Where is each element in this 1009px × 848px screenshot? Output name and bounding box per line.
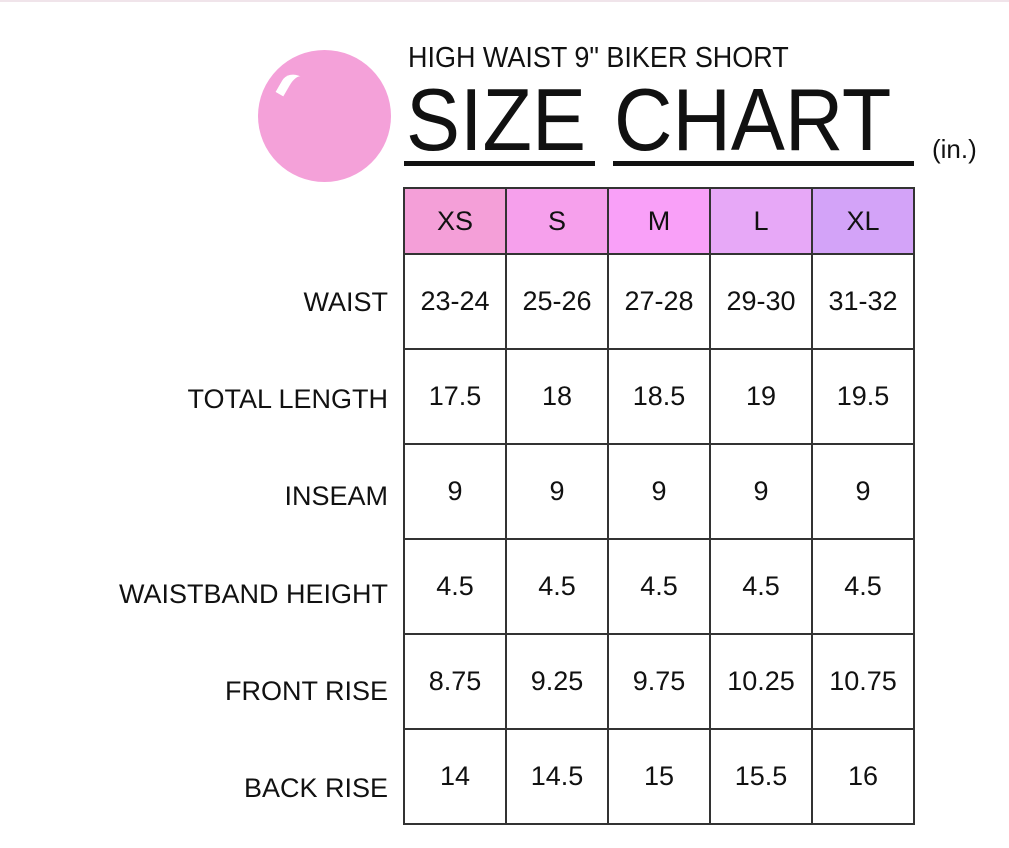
row-label: INSEAM xyxy=(284,481,388,512)
table-cell: 23-24 xyxy=(403,253,507,350)
table-cell: 25-26 xyxy=(505,253,609,350)
size-header-xs: XS xyxy=(403,187,507,255)
table-cell: 9.25 xyxy=(505,633,609,730)
table-cell: 15.5 xyxy=(709,728,813,825)
table-row: 14 14.5 15 15.5 16 xyxy=(403,728,915,825)
table-cell: 18 xyxy=(505,348,609,445)
size-table: XS S M L XL 23-24 25-26 27-28 29-30 31-32 17.5 18 1… xyxy=(403,187,915,825)
table-cell: 4.5 xyxy=(811,538,915,635)
table-cell: 4.5 xyxy=(505,538,609,635)
row-label: FRONT RISE xyxy=(224,675,388,706)
title-underline xyxy=(613,161,914,166)
table-cell: 31-32 xyxy=(811,253,915,350)
size-header-xl: XL xyxy=(811,187,915,255)
table-cell: 14.5 xyxy=(505,728,609,825)
table-cell: 9.75 xyxy=(607,633,711,730)
title-size: SIZE xyxy=(406,70,586,169)
table-cell: 9 xyxy=(811,443,915,540)
product-subtitle: HIGH WAIST 9" BIKER SHORT xyxy=(408,42,789,74)
table-cell: 29-30 xyxy=(709,253,813,350)
table-cell: 16 xyxy=(811,728,915,825)
row-label: BACK RISE xyxy=(243,773,388,803)
table-cell: 19 xyxy=(709,348,813,445)
size-header-m: M xyxy=(607,187,711,255)
table-cell: 10.25 xyxy=(709,633,813,730)
table-cell: 4.5 xyxy=(709,538,813,635)
table-cell: 15 xyxy=(607,728,711,825)
table-row: 4.5 4.5 4.5 4.5 4.5 xyxy=(403,538,915,635)
table-cell: 14 xyxy=(403,728,507,825)
table-cell: 4.5 xyxy=(607,538,711,635)
table-cell: 17.5 xyxy=(403,348,507,445)
table-cell: 19.5 xyxy=(811,348,915,445)
table-cell: 4.5 xyxy=(403,538,507,635)
table-cell: 8.75 xyxy=(403,633,507,730)
table-cell: 27-28 xyxy=(607,253,711,350)
top-divider xyxy=(0,0,1009,2)
unit-label: (in.) xyxy=(932,134,977,164)
row-label: TOTAL LENGTH xyxy=(187,384,388,415)
size-header-l: L xyxy=(709,187,813,255)
row-label: WAISTBAND HEIGHT xyxy=(118,578,388,609)
title-underline xyxy=(404,161,595,166)
table-cell: 10.75 xyxy=(811,633,915,730)
table-row: 23-24 25-26 27-28 29-30 31-32 xyxy=(403,253,915,350)
table-cell: 9 xyxy=(709,443,813,540)
title-chart: CHART xyxy=(614,70,892,169)
table-row: 8.75 9.25 9.75 10.25 10.75 xyxy=(403,633,915,730)
table-cell: 9 xyxy=(607,443,711,540)
pink-ball-logo xyxy=(258,50,391,182)
table-row: 17.5 18 18.5 19 19.5 xyxy=(403,348,915,445)
table-cell: 9 xyxy=(505,443,609,540)
row-label: WAIST xyxy=(303,287,389,317)
size-header-row: XS S M L XL xyxy=(403,187,915,255)
size-header-s: S xyxy=(505,187,609,255)
table-cell: 9 xyxy=(403,443,507,540)
table-cell: 18.5 xyxy=(607,348,711,445)
